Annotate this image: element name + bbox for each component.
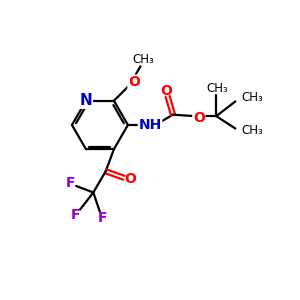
Text: CH₃: CH₃ [207,82,229,95]
Text: F: F [66,176,75,190]
Text: NH: NH [138,118,162,132]
Text: F: F [98,211,107,225]
Text: O: O [193,112,205,125]
Text: CH₃: CH₃ [133,53,154,66]
Text: N: N [80,93,92,108]
Text: O: O [124,172,136,186]
Text: O: O [160,83,172,98]
Text: O: O [128,75,140,89]
Text: F: F [71,208,80,222]
Text: CH₃: CH₃ [242,124,264,137]
Text: CH₃: CH₃ [242,92,264,104]
